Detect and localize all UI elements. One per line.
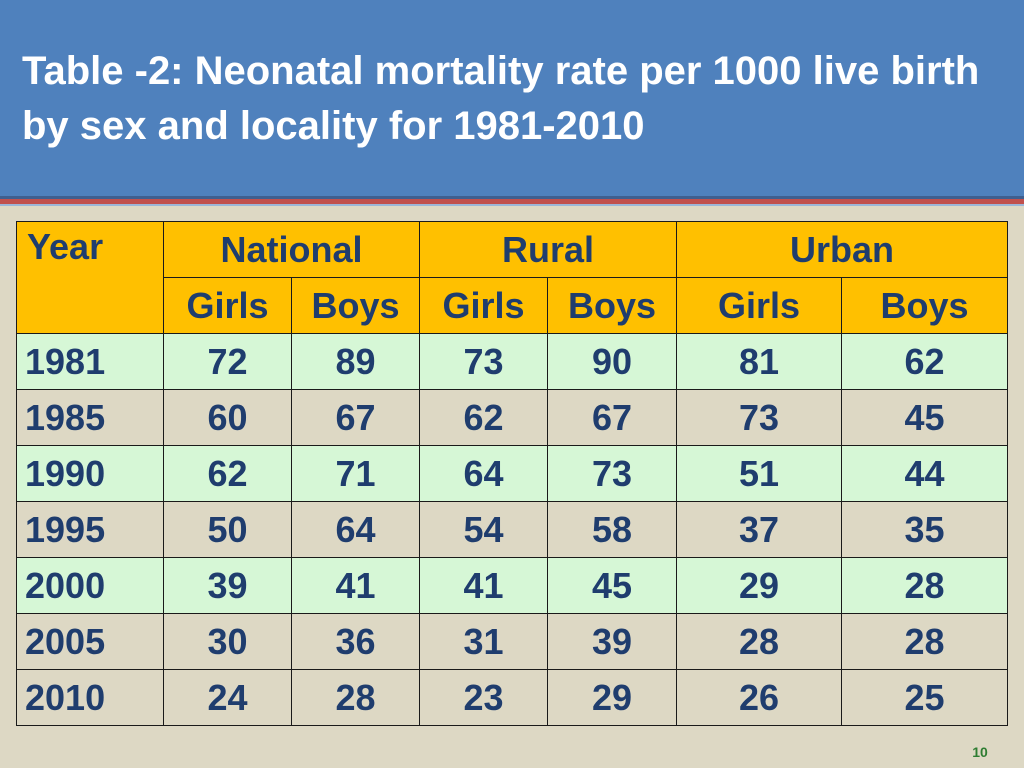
- value-cell: 39: [547, 613, 678, 670]
- value-cell: 29: [676, 557, 843, 614]
- group-header-rural: Rural: [419, 221, 678, 278]
- value-cell: 60: [163, 389, 292, 446]
- value-cell: 23: [419, 669, 549, 726]
- table-row: 1981 72 89 73 90 81 62: [16, 333, 1009, 390]
- value-cell: 30: [163, 613, 292, 670]
- subheader-urban-boys: Boys: [841, 277, 1009, 334]
- year-cell: 1990: [16, 445, 164, 502]
- year-cell: 2010: [16, 669, 164, 726]
- value-cell: 58: [547, 501, 678, 558]
- value-cell: 67: [547, 389, 678, 446]
- value-cell: 50: [163, 501, 292, 558]
- value-cell: 29: [547, 669, 678, 726]
- table-row: 2005 30 36 31 39 28 28: [16, 613, 1009, 670]
- value-cell: 54: [419, 501, 549, 558]
- value-cell: 81: [676, 333, 843, 390]
- value-cell: 36: [290, 613, 421, 670]
- value-cell: 45: [547, 557, 678, 614]
- value-cell: 64: [419, 445, 549, 502]
- value-cell: 28: [841, 613, 1009, 670]
- table-row: 1990 62 71 64 73 51 44: [16, 445, 1009, 502]
- value-cell: 41: [419, 557, 549, 614]
- table-row: 1985 60 67 62 67 73 45: [16, 389, 1009, 446]
- value-cell: 39: [163, 557, 292, 614]
- value-cell: 73: [676, 389, 843, 446]
- value-cell: 64: [290, 501, 421, 558]
- year-cell: 1985: [16, 389, 164, 446]
- value-cell: 28: [676, 613, 843, 670]
- value-cell: 31: [419, 613, 549, 670]
- table-row: 2000 39 41 41 45 29 28: [16, 557, 1009, 614]
- value-cell: 62: [841, 333, 1009, 390]
- year-cell: 1995: [16, 501, 164, 558]
- year-cell: 1981: [16, 333, 164, 390]
- value-cell: 71: [290, 445, 421, 502]
- value-cell: 28: [290, 669, 421, 726]
- value-cell: 35: [841, 501, 1009, 558]
- value-cell: 67: [290, 389, 421, 446]
- value-cell: 45: [841, 389, 1009, 446]
- slide-title: Table -2: Neonatal mortality rate per 10…: [22, 49, 980, 148]
- value-cell: 90: [547, 333, 678, 390]
- table-row: 2010 24 28 23 29 26 25: [16, 669, 1009, 726]
- divider-band: [0, 196, 1024, 199]
- subheader-national-boys: Boys: [290, 277, 421, 334]
- value-cell: 51: [676, 445, 843, 502]
- subheader-urban-girls: Girls: [676, 277, 843, 334]
- value-cell: 37: [676, 501, 843, 558]
- year-header: Year: [16, 221, 164, 334]
- divider-accent: [0, 199, 1024, 204]
- value-cell: 25: [841, 669, 1009, 726]
- value-cell: 24: [163, 669, 292, 726]
- group-header-urban: Urban: [676, 221, 1009, 278]
- title-banner: Table -2: Neonatal mortality rate per 10…: [0, 0, 1024, 196]
- year-cell: 2005: [16, 613, 164, 670]
- page-number: 10: [972, 744, 988, 760]
- value-cell: 73: [547, 445, 678, 502]
- year-cell: 2000: [16, 557, 164, 614]
- subheader-rural-girls: Girls: [419, 277, 549, 334]
- divider-highlight: [0, 204, 1024, 206]
- subheader-national-girls: Girls: [163, 277, 292, 334]
- value-cell: 41: [290, 557, 421, 614]
- value-cell: 44: [841, 445, 1009, 502]
- subheader-rural-boys: Boys: [547, 277, 678, 334]
- value-cell: 62: [419, 389, 549, 446]
- group-header-national: National: [162, 221, 421, 278]
- value-cell: 26: [676, 669, 843, 726]
- value-cell: 89: [290, 333, 421, 390]
- value-cell: 28: [841, 557, 1009, 614]
- value-cell: 72: [163, 333, 292, 390]
- mortality-table: Year National Rural Urban Girls Boys Gir…: [16, 221, 1009, 726]
- value-cell: 62: [163, 445, 292, 502]
- value-cell: 73: [419, 333, 549, 390]
- table-row: 1995 50 64 54 58 37 35: [16, 501, 1009, 558]
